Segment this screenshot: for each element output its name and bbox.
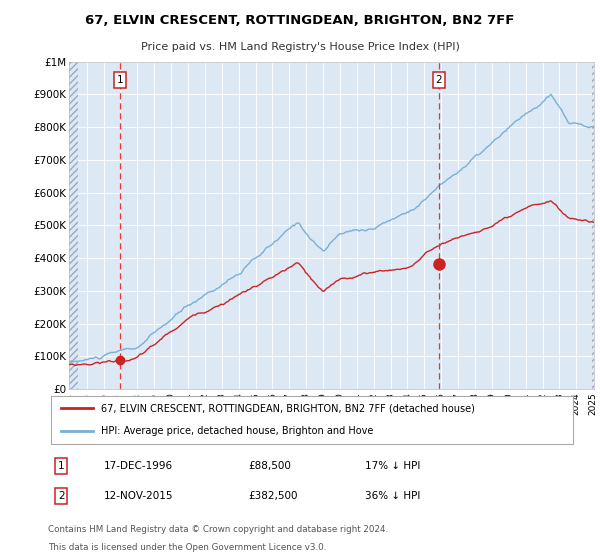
Text: 12-NOV-2015: 12-NOV-2015: [103, 491, 173, 501]
Bar: [69, 62, 78, 389]
FancyBboxPatch shape: [50, 396, 574, 444]
Text: 1: 1: [58, 461, 65, 471]
Text: Contains HM Land Registry data © Crown copyright and database right 2024.: Contains HM Land Registry data © Crown c…: [48, 525, 388, 534]
Bar: [592, 62, 598, 389]
Text: £382,500: £382,500: [248, 491, 298, 501]
Text: 17% ↓ HPI: 17% ↓ HPI: [365, 461, 420, 471]
Text: 67, ELVIN CRESCENT, ROTTINGDEAN, BRIGHTON, BN2 7FF (detached house): 67, ELVIN CRESCENT, ROTTINGDEAN, BRIGHTO…: [101, 403, 475, 413]
Text: HPI: Average price, detached house, Brighton and Hove: HPI: Average price, detached house, Brig…: [101, 426, 373, 436]
Text: 67, ELVIN CRESCENT, ROTTINGDEAN, BRIGHTON, BN2 7FF: 67, ELVIN CRESCENT, ROTTINGDEAN, BRIGHTO…: [85, 14, 515, 27]
Text: This data is licensed under the Open Government Licence v3.0.: This data is licensed under the Open Gov…: [48, 543, 326, 552]
Text: 2: 2: [58, 491, 65, 501]
Text: 1: 1: [116, 74, 123, 85]
Text: Price paid vs. HM Land Registry's House Price Index (HPI): Price paid vs. HM Land Registry's House …: [140, 42, 460, 52]
Text: 2: 2: [436, 74, 442, 85]
Text: 17-DEC-1996: 17-DEC-1996: [103, 461, 173, 471]
Text: 36% ↓ HPI: 36% ↓ HPI: [365, 491, 420, 501]
Text: £88,500: £88,500: [248, 461, 292, 471]
